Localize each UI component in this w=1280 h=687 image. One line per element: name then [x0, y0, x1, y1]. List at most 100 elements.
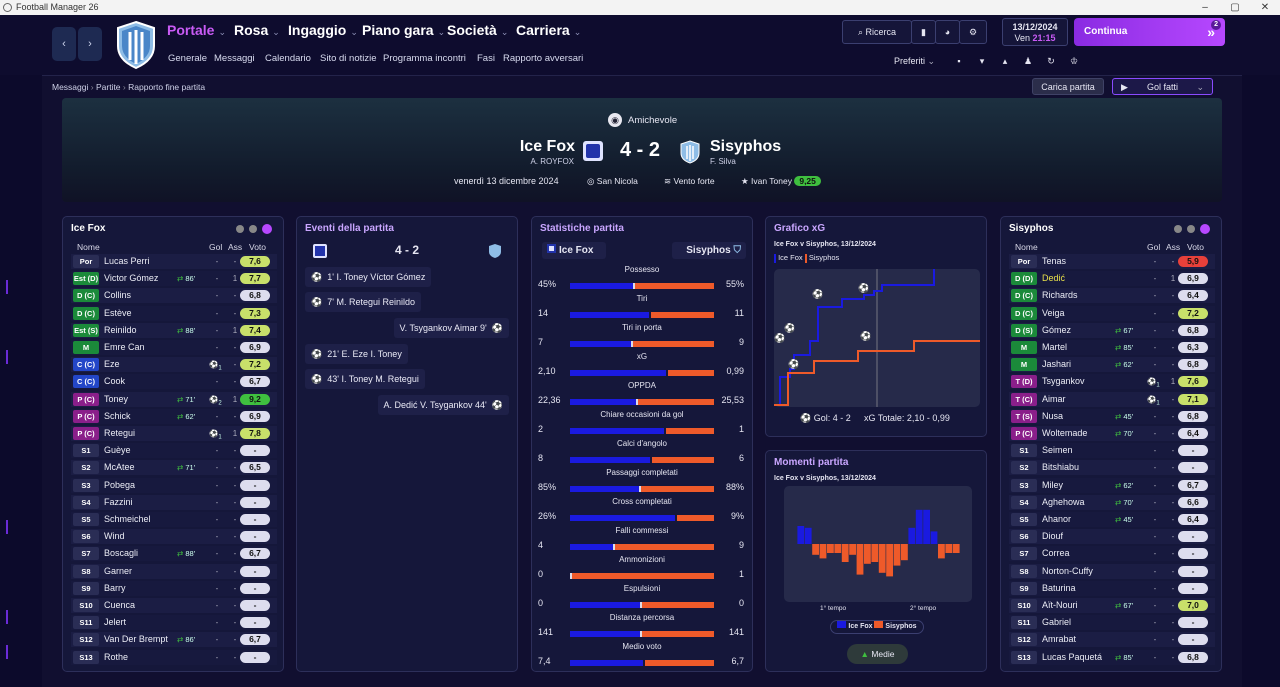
menu-1[interactable]: Rosa ⌄	[234, 22, 280, 38]
minimize-icon[interactable]: –	[1202, 2, 1208, 13]
submenu-item[interactable]: Sito di notizie	[320, 53, 377, 64]
maximize-icon[interactable]: ▢	[1230, 2, 1240, 13]
submenu-item[interactable]: Generale	[168, 53, 208, 64]
player-row[interactable]: S5 Ahanor ⇄ 45' - -6,4	[1009, 512, 1215, 527]
goal-event[interactable]: ⚽ 1' I. Toney Víctor Gómez	[305, 267, 432, 287]
player-row[interactable]: S6 Wind - - -	[71, 529, 277, 545]
player-row[interactable]: S9 Barry - - -	[71, 580, 277, 596]
player-row[interactable]: P (C) Toney ⇄ 71' ⚽2 1 9,2	[71, 391, 277, 407]
chat-icon[interactable]: ▪	[957, 56, 961, 66]
settings-icon[interactable]: ⚙	[959, 20, 987, 44]
player-name[interactable]: Collins	[104, 290, 132, 301]
player-row[interactable]: D (D) Dedić - 1 6,9	[1009, 271, 1215, 287]
player-row[interactable]: S1 Guèye - - -	[71, 443, 277, 459]
player-name[interactable]: Van Der Brempt	[104, 634, 168, 645]
submenu-item[interactable]: Messaggi	[214, 53, 255, 64]
player-row[interactable]: P (C) Schick ⇄ 62' - -6,9	[71, 408, 277, 424]
player-name[interactable]: Veiga	[1042, 307, 1065, 318]
inbox-icon[interactable]: ▮	[911, 20, 936, 44]
search-button[interactable]: ⌕ Ricerca	[842, 20, 912, 44]
averages-button[interactable]: ▲ Medie	[847, 644, 908, 664]
player-name[interactable]: Martel	[1042, 342, 1068, 352]
player-row[interactable]: S7 Boscagli ⇄ 88' - -6,7	[71, 546, 277, 562]
player-row[interactable]: S13 Lucas Paquetá ⇄ 85' - -6,8	[1009, 649, 1215, 665]
load-match-button[interactable]: Carica partita	[1032, 78, 1104, 95]
player-row[interactable]: S3 Pobega - - -	[71, 477, 277, 493]
player-name[interactable]: Retegui	[104, 428, 136, 438]
menu-4[interactable]: Società ⌄	[447, 22, 508, 38]
player-row[interactable]: S1 Seimen - - -	[1009, 443, 1215, 459]
home-team-name[interactable]: Ice Fox	[519, 138, 575, 155]
player-name[interactable]: Schmeichel	[104, 514, 151, 524]
goal-event[interactable]: A. Dedić V. Tsygankov 44' ⚽	[377, 395, 509, 415]
close-icon[interactable]: ✕	[1260, 2, 1270, 13]
player-name[interactable]: Garner	[104, 565, 133, 576]
player-row[interactable]: S7 Correa - - -	[1009, 546, 1215, 562]
player-name[interactable]: Miley	[1042, 479, 1064, 490]
forward-button[interactable]: ›	[78, 27, 102, 61]
player-row[interactable]: D (S) Gómez ⇄ 67' - -6,8	[1009, 322, 1215, 338]
player-name[interactable]: Jashari	[1042, 359, 1072, 370]
player-row[interactable]: S3 Miley ⇄ 62' - -6,7	[1009, 477, 1215, 493]
view-dot-icon[interactable]	[236, 225, 244, 233]
player-row[interactable]: S5 Schmeichel - - -	[71, 512, 277, 527]
player-name[interactable]: Barry	[104, 582, 126, 593]
player-row[interactable]: S11 Gabriel - - -	[1009, 615, 1215, 631]
view-dot-icon[interactable]	[249, 225, 257, 233]
player-row[interactable]: P (C) Woltemade ⇄ 70' - -6,4	[1009, 426, 1215, 441]
player-row[interactable]: Est (S) Reinildo ⇄ 88' - 1 7,4	[71, 322, 277, 338]
shirt-icon[interactable]: ▾	[979, 56, 985, 66]
player-row[interactable]: P (C) Retegui ⚽1 1 7,8	[71, 426, 277, 441]
menu-2[interactable]: Ingaggio ⌄	[288, 22, 358, 38]
player-name[interactable]: Aït-Nouri	[1042, 600, 1078, 610]
goal-event[interactable]: ⚽ 43' I. Toney M. Retegui	[305, 369, 425, 389]
goal-event[interactable]: V. Tsygankov Aimar 9' ⚽	[393, 318, 509, 338]
player-name[interactable]: Gómez	[1042, 324, 1072, 335]
squad-icon[interactable]: ♟	[1023, 56, 1033, 66]
player-name[interactable]: Baturina	[1042, 582, 1076, 593]
tactics-icon[interactable]: ▴	[1002, 56, 1008, 66]
player-name[interactable]: Bitshiabu	[1042, 462, 1080, 473]
player-name[interactable]: Ahanor	[1042, 514, 1072, 524]
player-row[interactable]: S8 Garner - - -	[71, 563, 277, 579]
player-name[interactable]: Toney	[104, 393, 129, 404]
player-name[interactable]: Nusa	[1042, 410, 1064, 421]
goals-dropdown[interactable]: ▶ Gol fatti ⌄	[1112, 78, 1213, 95]
submenu-item[interactable]: Programma incontri	[383, 53, 466, 64]
player-name[interactable]: Boscagli	[104, 548, 139, 559]
player-name[interactable]: Seimen	[1042, 445, 1073, 456]
menu-0[interactable]: Portale ⌄	[167, 22, 226, 38]
player-row[interactable]: T (S) Nusa ⇄ 45' - -6,8	[1009, 408, 1215, 424]
player-name[interactable]: Aimar	[1042, 393, 1066, 404]
player-row[interactable]: M Jashari ⇄ 62' - -6,8	[1009, 357, 1215, 373]
player-name[interactable]: Reinildo	[104, 324, 137, 335]
date-display[interactable]: 13/12/2024 Ven 21:15	[1002, 18, 1068, 46]
continue-button[interactable]: Continua » 2	[1074, 18, 1225, 46]
player-name[interactable]: Gabriel	[1042, 617, 1072, 628]
player-row[interactable]: D (C) Veiga - -7,2	[1009, 305, 1215, 321]
menu-3[interactable]: Piano gara ⌄	[362, 22, 445, 38]
player-name[interactable]: Fazzini	[104, 496, 133, 507]
player-name[interactable]: Victor Gómez	[104, 273, 159, 284]
view-dot-active-icon[interactable]	[1200, 224, 1210, 234]
player-row[interactable]: Por Lucas Perri - -7,6	[71, 254, 277, 269]
player-row[interactable]: S10 Cuenca - - -	[71, 598, 277, 613]
man-of-the-match[interactable]: ★ Ivan Toney 9,25	[741, 176, 821, 187]
player-name[interactable]: Lucas Paquetá	[1042, 651, 1103, 662]
trophy-icon[interactable]: ♔	[1069, 56, 1079, 66]
goal-event[interactable]: ⚽ 21' E. Eze I. Toney	[305, 344, 408, 364]
refresh-icon[interactable]: ↻	[1047, 56, 1055, 66]
breadcrumb-item[interactable]: Partite	[95, 82, 121, 92]
favorites-dropdown[interactable]: Preferiti ⌄	[894, 56, 936, 66]
player-row[interactable]: S8 Norton-Cuffy - - -	[1009, 563, 1215, 579]
player-row[interactable]: D (C) Richards - -6,4	[1009, 288, 1215, 304]
player-row[interactable]: D (C) Estève - -7,3	[71, 305, 277, 321]
player-name[interactable]: Cook	[104, 376, 126, 387]
player-name[interactable]: Jelert	[104, 617, 127, 628]
player-row[interactable]: Est (D) Victor Gómez ⇄ 86' - 1 7,7	[71, 271, 277, 287]
submenu-item[interactable]: Rapporto avversari	[503, 53, 584, 64]
breadcrumb-item[interactable]: Messaggi	[52, 82, 89, 92]
player-row[interactable]: S2 McAtee ⇄ 71' - -6,5	[71, 460, 277, 476]
player-name[interactable]: Amrabat	[1042, 634, 1077, 645]
view-dot-active-icon[interactable]	[262, 224, 272, 234]
